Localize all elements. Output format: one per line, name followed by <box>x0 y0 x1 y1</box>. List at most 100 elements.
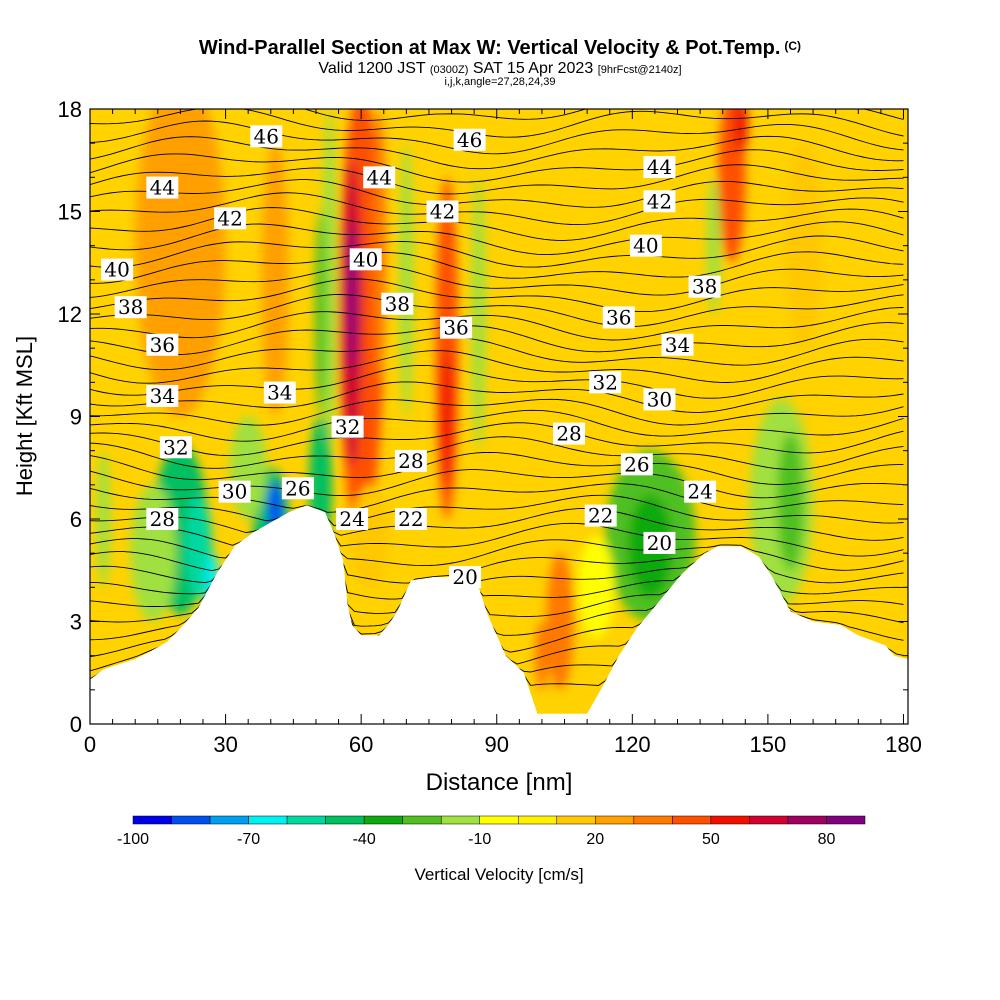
colorbar-swatch <box>672 815 712 825</box>
isentrope-label: 38 <box>381 292 414 316</box>
colorbar-swatch <box>440 815 480 825</box>
svg-text:22: 22 <box>588 504 613 528</box>
svg-text:28: 28 <box>556 422 581 446</box>
isentrope-line <box>90 350 904 384</box>
isentrope-line <box>90 278 904 313</box>
y-tick-label: 18 <box>58 97 82 122</box>
isentrope-label: 44 <box>363 165 396 189</box>
svg-text:36: 36 <box>606 305 631 329</box>
colorbar-swatch <box>710 815 750 825</box>
valid-time: Valid 1200 JST <box>318 60 426 77</box>
svg-text:32: 32 <box>163 435 188 459</box>
isentrope-line <box>90 398 904 426</box>
isentrope-line <box>368 109 398 110</box>
velocity-field: 46 46 44 44 44 42 42 42 40 40 40 38 38 38 36 36 36 34 34 34… <box>90 92 908 724</box>
isentrope-label: 34 <box>146 384 179 408</box>
isentrope-line <box>90 451 904 485</box>
isentrope-line <box>90 322 904 355</box>
isentrope-label: 40 <box>629 234 662 258</box>
isentrope-label: 24 <box>684 480 717 504</box>
isentrope-line <box>90 516 904 557</box>
isentrope-labels: 46 46 44 44 44 42 42 42 40 40 40 38 38 38 36 36 36 34 34 34… <box>101 124 721 589</box>
x-tick-label: 180 <box>885 732 922 757</box>
isentrope-label: 36 <box>146 333 179 357</box>
colorbar-swatch <box>518 815 558 825</box>
isentrope-line <box>90 294 904 328</box>
isentrope-label: 42 <box>643 189 676 213</box>
svg-text:40: 40 <box>104 258 129 282</box>
isentrope-line <box>90 519 904 571</box>
colorbar-swatch <box>402 815 442 825</box>
svg-text:32: 32 <box>335 415 360 439</box>
colorbar: -100 -70 -40 -10 20 50 80 <box>117 815 866 848</box>
isentrope-label: 38 <box>114 295 147 319</box>
isentrope-line <box>90 336 904 371</box>
colorbar-tick-label: 50 <box>702 831 720 848</box>
chart-title: Wind-Parallel Section at Max W: Vertical… <box>0 37 1000 60</box>
svg-text:24: 24 <box>339 507 364 531</box>
svg-text:42: 42 <box>430 200 455 224</box>
svg-text:36: 36 <box>443 316 468 340</box>
isentrope-line <box>90 164 904 195</box>
terrain <box>90 505 908 724</box>
isentrope-line <box>90 507 904 541</box>
colorbar-tick-label: -70 <box>237 831 260 848</box>
isentrope-line <box>90 135 904 170</box>
isentrope-line <box>90 307 904 341</box>
chart-subtitle: Valid 1200 JST (0300Z) SAT 15 Apr 2023 [… <box>0 60 1000 78</box>
valid-zulu: (0300Z) <box>429 64 469 76</box>
svg-text:30: 30 <box>222 480 247 504</box>
isentrope-label: 46 <box>250 124 283 148</box>
colorbar-swatch <box>479 815 519 825</box>
svg-text:42: 42 <box>647 189 672 213</box>
isentrope-label: 32 <box>589 370 622 394</box>
svg-text:44: 44 <box>150 176 175 200</box>
svg-text:46: 46 <box>457 128 482 152</box>
isentrope-label: 24 <box>336 507 369 531</box>
svg-text:26: 26 <box>285 476 310 500</box>
x-tick-label: 90 <box>484 732 508 757</box>
svg-text:44: 44 <box>647 155 672 179</box>
colorbar-tick-label: 20 <box>586 831 604 848</box>
isentrope-label: 42 <box>426 200 459 224</box>
isentrope-label: 26 <box>620 452 653 476</box>
colorbar-swatch <box>286 815 326 825</box>
isentrope-line <box>90 364 904 399</box>
isentrope-label: 36 <box>440 316 473 340</box>
x-tick-label: 120 <box>614 732 651 757</box>
isentrope-line <box>90 120 904 155</box>
svg-text:30: 30 <box>647 387 672 411</box>
isentrope-line <box>90 436 904 470</box>
svg-text:38: 38 <box>118 295 143 319</box>
isentrope-line <box>90 422 904 457</box>
isentrope-label: 32 <box>159 435 192 459</box>
colorbar-swatch <box>325 815 365 825</box>
svg-text:40: 40 <box>353 247 378 271</box>
isentrope-label: 22 <box>584 504 617 528</box>
isentrope-line <box>90 251 904 284</box>
y-tick-label: 3 <box>70 610 82 635</box>
grid-indices: i,j,k,angle=27,28,24,39 <box>444 76 556 88</box>
colorbar-tick-label: -100 <box>117 831 149 848</box>
isentrope-label: 44 <box>146 176 179 200</box>
svg-text:46: 46 <box>254 124 279 148</box>
isentrope-line <box>90 149 904 183</box>
isentrope-line <box>90 92 904 97</box>
x-tick-label: 30 <box>213 732 237 757</box>
svg-text:28: 28 <box>398 449 423 473</box>
colorbar-tick-label: 80 <box>818 831 836 848</box>
colorbar-swatch <box>556 815 596 825</box>
isentrope-label: 40 <box>101 258 134 282</box>
forecast-tag: [9hrFcst@2140z] <box>597 64 682 76</box>
colorbar-tick-label: -40 <box>353 831 376 848</box>
isentrope-label: 34 <box>263 381 296 405</box>
x-axis-label: Distance [nm] <box>426 769 573 796</box>
colorbar-swatch <box>749 815 789 825</box>
isentrope-label: 46 <box>453 128 486 152</box>
svg-text:22: 22 <box>398 507 423 531</box>
svg-text:40: 40 <box>633 234 658 258</box>
svg-text:24: 24 <box>687 480 712 504</box>
x-tick-label: 150 <box>750 732 787 757</box>
isentrope-label: 32 <box>331 415 364 439</box>
